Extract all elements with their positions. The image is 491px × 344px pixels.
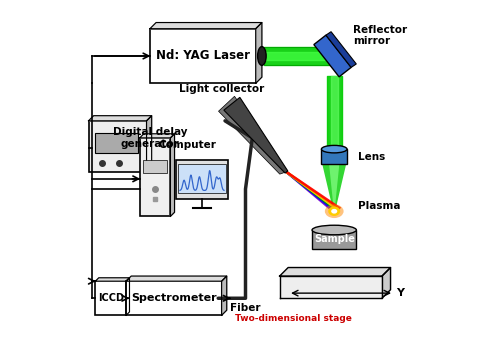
Polygon shape <box>95 278 130 281</box>
Ellipse shape <box>328 206 340 216</box>
Ellipse shape <box>325 204 344 218</box>
Text: Lens: Lens <box>358 152 385 162</box>
Bar <box>321 149 347 164</box>
Text: Nd: YAG Laser: Nd: YAG Laser <box>156 50 250 63</box>
Ellipse shape <box>258 46 266 65</box>
Bar <box>95 281 126 315</box>
Bar <box>178 164 226 193</box>
Bar <box>95 133 138 153</box>
Polygon shape <box>126 276 227 281</box>
Bar <box>143 160 167 173</box>
Polygon shape <box>279 268 390 276</box>
Polygon shape <box>126 278 130 315</box>
Polygon shape <box>88 116 152 121</box>
Polygon shape <box>170 134 174 216</box>
Ellipse shape <box>331 209 337 214</box>
Polygon shape <box>256 23 262 83</box>
Polygon shape <box>329 164 339 208</box>
Polygon shape <box>218 96 287 174</box>
Bar <box>150 29 256 83</box>
Polygon shape <box>326 32 356 67</box>
Polygon shape <box>322 164 346 208</box>
Ellipse shape <box>322 146 347 153</box>
Bar <box>312 230 356 249</box>
Text: Fiber: Fiber <box>230 303 261 313</box>
Bar <box>140 138 170 216</box>
Text: Light collector: Light collector <box>179 84 264 94</box>
Polygon shape <box>146 116 152 172</box>
Polygon shape <box>224 97 288 173</box>
Text: Reflector
mirror: Reflector mirror <box>353 25 407 46</box>
Bar <box>126 281 221 315</box>
Text: Digital delay
generator: Digital delay generator <box>113 127 187 149</box>
Polygon shape <box>150 23 262 29</box>
Polygon shape <box>314 35 351 77</box>
Text: Two-dimensional stage: Two-dimensional stage <box>235 314 352 323</box>
Text: ICCD: ICCD <box>98 293 124 303</box>
Polygon shape <box>279 276 382 298</box>
Text: Spectrometer: Spectrometer <box>131 293 217 303</box>
Bar <box>176 160 228 199</box>
Ellipse shape <box>312 225 356 235</box>
Polygon shape <box>382 268 390 298</box>
Polygon shape <box>221 276 227 315</box>
Text: Y: Y <box>396 288 404 298</box>
Text: Computer: Computer <box>159 140 217 150</box>
Bar <box>88 121 146 172</box>
Text: Sample: Sample <box>314 234 355 244</box>
Polygon shape <box>140 134 174 138</box>
Text: Plasma: Plasma <box>358 201 401 211</box>
